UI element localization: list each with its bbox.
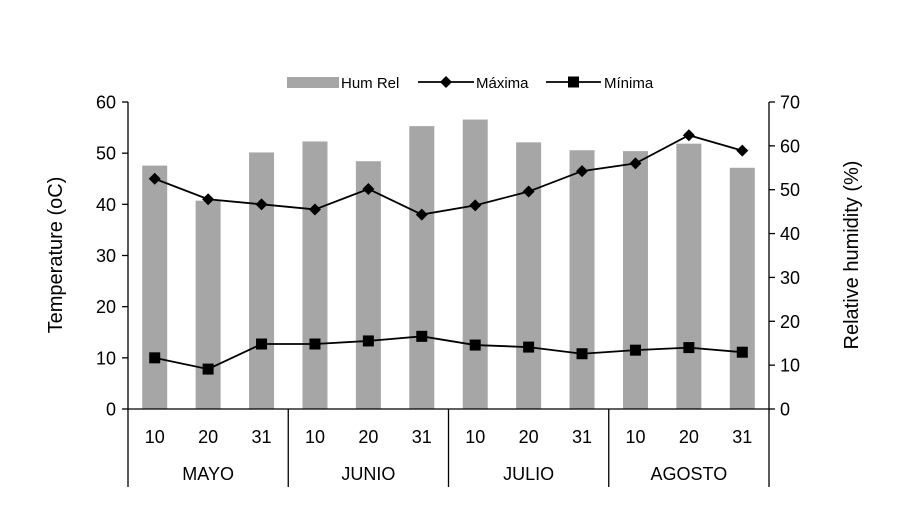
humidity-bar bbox=[676, 143, 702, 409]
maxima-point bbox=[148, 172, 161, 185]
right-tick-label: 20 bbox=[780, 312, 800, 332]
humidity-bars bbox=[142, 119, 755, 410]
left-tick-label: 0 bbox=[106, 400, 116, 420]
maxima-point bbox=[202, 193, 215, 206]
left-tick-label: 20 bbox=[96, 297, 116, 317]
humidity-bar bbox=[569, 150, 595, 409]
legend-label-minima: Mínima bbox=[604, 75, 654, 92]
legend-marker-minima bbox=[568, 76, 579, 88]
group-label: MAYO bbox=[182, 464, 234, 484]
humidity-bar bbox=[622, 151, 648, 409]
minima-point bbox=[256, 338, 268, 350]
left-tick-label: 10 bbox=[96, 348, 116, 368]
x-tick-label: 20 bbox=[519, 427, 539, 447]
x-tick-label: 31 bbox=[572, 427, 592, 447]
maxima-point bbox=[255, 198, 268, 211]
minima-point bbox=[523, 341, 535, 353]
x-tick-label: 31 bbox=[412, 427, 432, 447]
maxima-point bbox=[736, 144, 749, 157]
maxima-point bbox=[415, 208, 428, 221]
maxima-point bbox=[362, 182, 375, 195]
x-tick-label: 10 bbox=[145, 427, 165, 447]
right-tick-label: 50 bbox=[780, 180, 800, 200]
legend-label-maxima: Máxima bbox=[476, 75, 529, 92]
minima-point bbox=[309, 338, 321, 350]
group-label: JUNIO bbox=[341, 464, 395, 484]
group-label: JULIO bbox=[503, 464, 554, 484]
humidity-bar bbox=[249, 152, 275, 409]
legend-swatch-hum-rel bbox=[287, 77, 339, 88]
minima-point bbox=[736, 346, 748, 358]
maxima-point bbox=[308, 203, 321, 216]
right-tick-label: 30 bbox=[780, 268, 800, 288]
right-tick-label: 60 bbox=[780, 136, 800, 156]
maxima-point bbox=[629, 157, 642, 170]
x-tick-label: 20 bbox=[358, 427, 378, 447]
series-line bbox=[154, 335, 743, 371]
left-tick-label: 30 bbox=[96, 246, 116, 266]
humidity-bar bbox=[142, 165, 168, 409]
left-tick-label: 50 bbox=[96, 144, 116, 164]
right-tick-label: 70 bbox=[780, 93, 800, 113]
x-tick-label: 31 bbox=[732, 427, 752, 447]
humidity-bar bbox=[409, 126, 435, 409]
minima-point bbox=[362, 335, 374, 347]
y-axis-title-left: Temperature (oC) bbox=[45, 177, 67, 334]
minima-point bbox=[469, 339, 481, 351]
humidity-bar bbox=[302, 141, 328, 409]
x-tick-label: 20 bbox=[198, 427, 218, 447]
legend-label-hum-rel: Hum Rel bbox=[341, 75, 399, 92]
maxima-point bbox=[469, 199, 482, 212]
axis-labels: 0 10 20 30 40 50 60 0 10 20 30 40 50 60 70 10 20 31 10 20 31… bbox=[45, 93, 863, 485]
right-tick-label: 10 bbox=[780, 356, 800, 376]
minima-point bbox=[576, 348, 588, 360]
y-axis-title-right: Relative humidity (%) bbox=[841, 161, 863, 350]
series-line bbox=[154, 134, 743, 216]
x-tick-label: 10 bbox=[465, 427, 485, 447]
maxima-point bbox=[522, 185, 535, 198]
humidity-bar bbox=[195, 200, 221, 409]
axes bbox=[122, 101, 775, 487]
x-tick-label: 31 bbox=[252, 427, 272, 447]
minima-point bbox=[629, 344, 641, 356]
minima-point bbox=[202, 363, 214, 375]
temperature-lines bbox=[148, 129, 749, 375]
group-label: AGOSTO bbox=[651, 464, 728, 484]
minima-point bbox=[149, 352, 161, 364]
legend-marker-maxima bbox=[440, 76, 452, 88]
right-tick-label: 0 bbox=[780, 400, 790, 420]
humidity-bar bbox=[355, 161, 381, 409]
x-tick-label: 10 bbox=[305, 427, 325, 447]
left-tick-label: 40 bbox=[96, 195, 116, 215]
humidity-bar bbox=[462, 119, 488, 410]
maxima-point bbox=[576, 165, 589, 178]
legend: Hum Rel Máxima Mínima bbox=[287, 75, 654, 92]
left-tick-label: 60 bbox=[96, 93, 116, 113]
humidity-bar bbox=[729, 167, 755, 409]
x-tick-label: 10 bbox=[625, 427, 645, 447]
maxima-point bbox=[682, 129, 695, 142]
right-tick-label: 40 bbox=[780, 224, 800, 244]
x-tick-label: 20 bbox=[679, 427, 699, 447]
humidity-bar bbox=[516, 142, 542, 409]
minima-point bbox=[683, 342, 695, 354]
minima-point bbox=[416, 330, 428, 342]
